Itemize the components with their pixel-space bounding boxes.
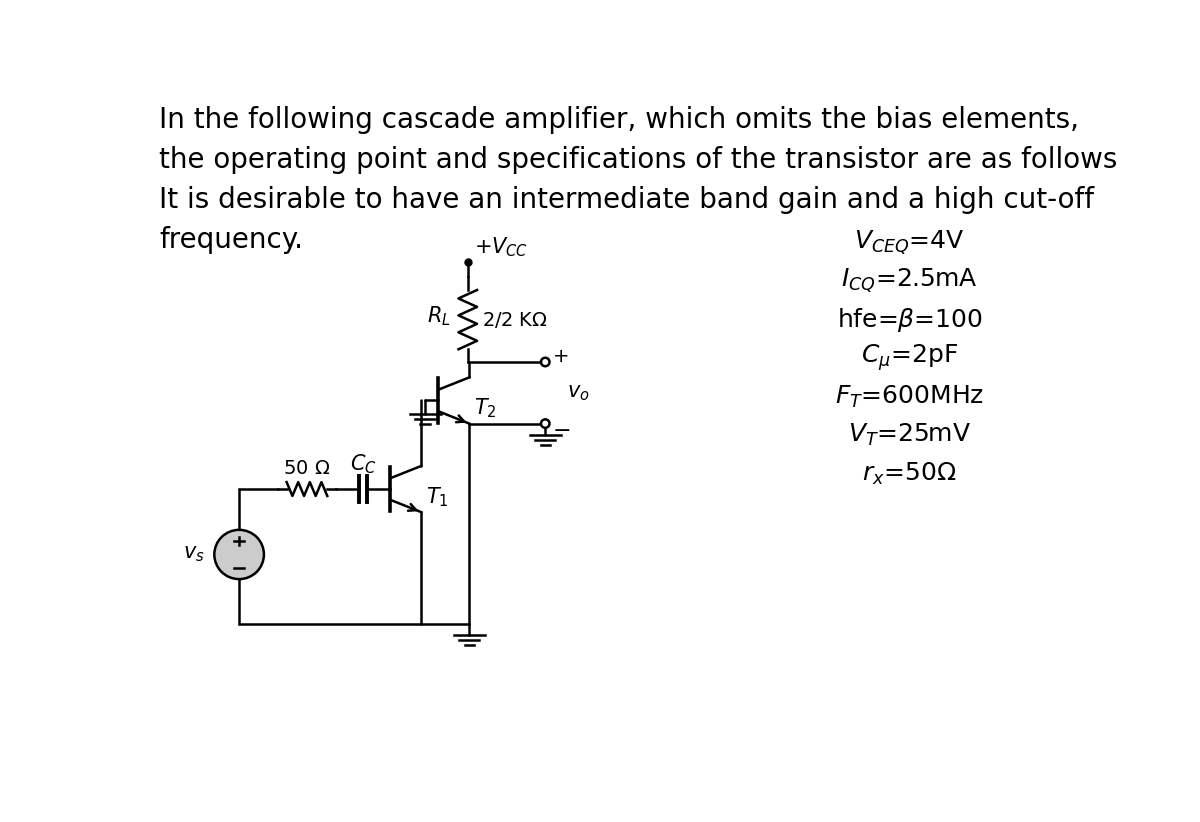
Text: $T_2$: $T_2$ (474, 396, 497, 420)
Text: $r_x$=50$\Omega$: $r_x$=50$\Omega$ (863, 460, 956, 487)
Text: $+V_{CC}$: $+V_{CC}$ (474, 235, 528, 259)
Text: $V_{CEQ}$=4V: $V_{CEQ}$=4V (854, 229, 965, 256)
Circle shape (541, 358, 550, 367)
Text: $C_{\mu}$=2pF: $C_{\mu}$=2pF (860, 343, 958, 373)
Circle shape (541, 419, 550, 427)
Text: $R_L$: $R_L$ (427, 304, 451, 328)
Text: In the following cascade amplifier, which omits the bias elements,: In the following cascade amplifier, whic… (160, 106, 1079, 134)
Text: It is desirable to have an intermediate band gain and a high cut-off: It is desirable to have an intermediate … (160, 187, 1094, 215)
Text: $T_1$: $T_1$ (426, 485, 449, 509)
Text: frequency.: frequency. (160, 226, 304, 255)
Text: 50 $\Omega$: 50 $\Omega$ (283, 459, 330, 478)
Text: $F_T$=600MHz: $F_T$=600MHz (835, 384, 984, 409)
Text: $v_s$: $v_s$ (184, 544, 205, 565)
Text: the operating point and specifications of the transistor are as follows: the operating point and specifications o… (160, 146, 1117, 174)
Text: $v_o$: $v_o$ (566, 383, 589, 403)
Text: $I_{CQ}$=2.5mA: $I_{CQ}$=2.5mA (841, 267, 978, 295)
Text: $V_T$=25mV: $V_T$=25mV (848, 422, 971, 448)
Text: hfe=$\beta$=100: hfe=$\beta$=100 (836, 306, 983, 334)
Circle shape (215, 530, 264, 580)
Text: −: − (553, 422, 571, 441)
Text: +: + (553, 347, 570, 366)
Text: $C_C$: $C_C$ (349, 452, 377, 476)
Text: 2/2 K$\Omega$: 2/2 K$\Omega$ (481, 310, 547, 330)
